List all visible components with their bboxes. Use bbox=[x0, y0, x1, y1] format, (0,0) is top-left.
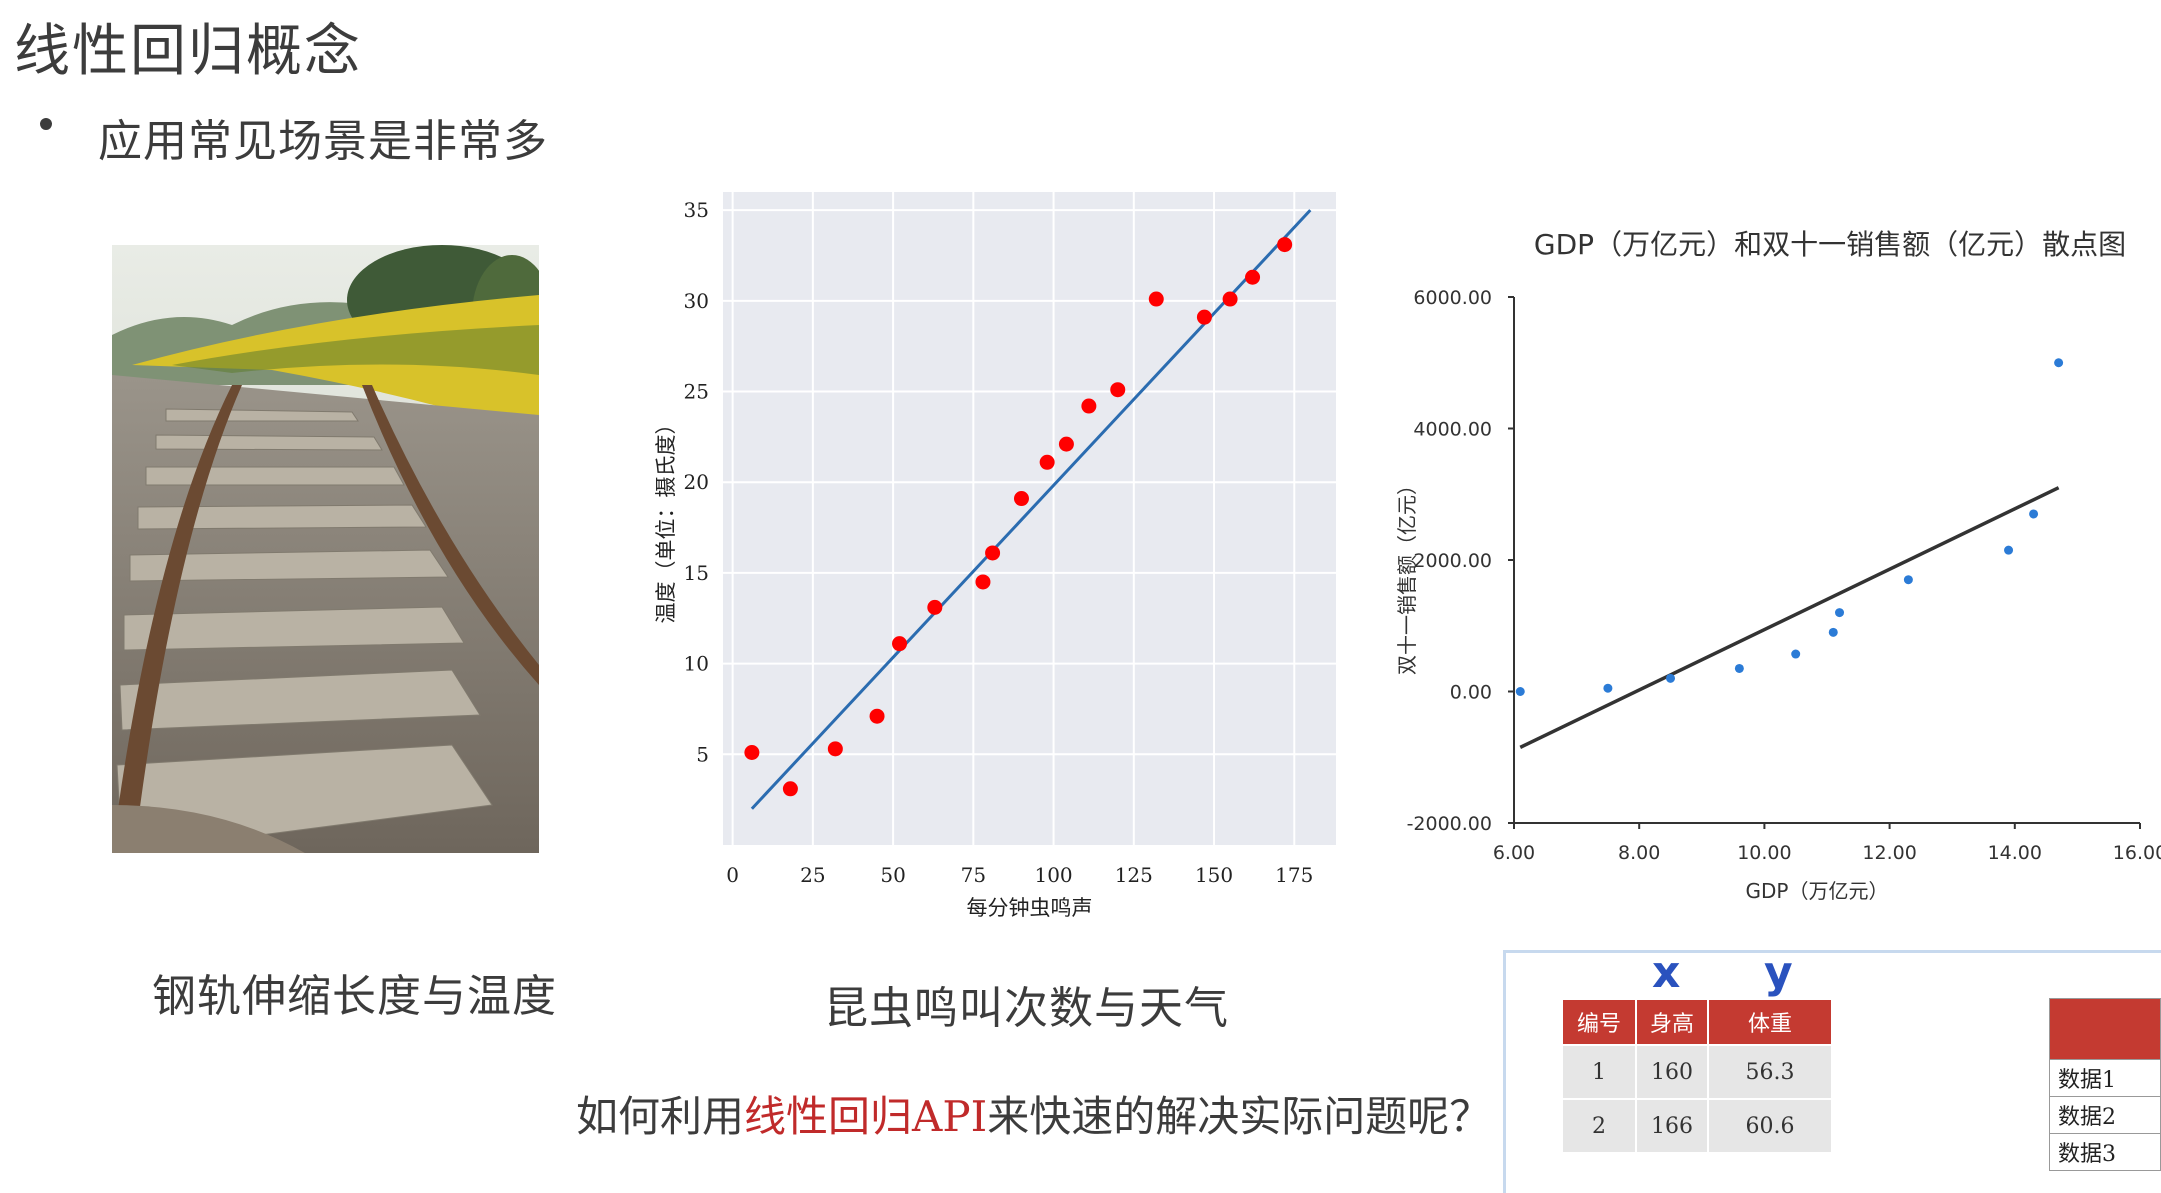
x-tick-label: 16.00 bbox=[2113, 842, 2161, 864]
cell: 1 bbox=[1562, 1045, 1636, 1099]
header-weight: 体重 bbox=[1708, 999, 1832, 1045]
x-tick-label: 175 bbox=[1275, 863, 1313, 887]
cell: 60.6 bbox=[1708, 1099, 1832, 1153]
table-panel: x y 编号 身高 体重 1 160 56.3 2 166 60.6 数据1 数… bbox=[1503, 950, 2161, 1193]
data-point bbox=[1791, 650, 1800, 659]
data-table: 编号 身高 体重 1 160 56.3 2 166 60.6 bbox=[1561, 998, 1833, 1154]
data-point bbox=[892, 636, 907, 651]
fit-line bbox=[1520, 488, 2058, 748]
data-point bbox=[1059, 437, 1074, 452]
x-axis-label: GDP（万亿元） bbox=[1746, 879, 1889, 903]
data-point bbox=[1110, 382, 1125, 397]
cell: 数据2 bbox=[2050, 1097, 2161, 1134]
data-point bbox=[2004, 546, 2013, 555]
data-point bbox=[1666, 674, 1675, 683]
data-point bbox=[1516, 687, 1525, 696]
x-tick-label: 0 bbox=[726, 863, 739, 887]
x-tick-label: 25 bbox=[800, 863, 825, 887]
y-tick-label: 25 bbox=[684, 380, 709, 404]
header-id: 编号 bbox=[1562, 999, 1636, 1045]
data-point bbox=[985, 545, 1000, 560]
x-tick-label: 8.00 bbox=[1618, 842, 1660, 864]
y-tick-label: 30 bbox=[684, 289, 709, 313]
y-tick-label: 4000.00 bbox=[1413, 419, 1492, 441]
data-point bbox=[1081, 399, 1096, 414]
data-point bbox=[1735, 664, 1744, 673]
x-label: x bbox=[1652, 947, 1680, 998]
y-label: y bbox=[1764, 947, 1793, 998]
table-row: 1 160 56.3 bbox=[1562, 1045, 1832, 1099]
data-point bbox=[2029, 509, 2038, 518]
data-point bbox=[1223, 292, 1238, 307]
table-header-row: 编号 身高 体重 bbox=[1562, 999, 1832, 1045]
data-point bbox=[975, 574, 990, 589]
y-axis-label: 温度（单位：摄氏度） bbox=[654, 414, 678, 624]
header-height: 身高 bbox=[1636, 999, 1708, 1045]
question-pre: 如何利用 bbox=[576, 1092, 744, 1141]
question-post: 来快速的解决实际问题呢？ bbox=[987, 1092, 1491, 1141]
data-point bbox=[1197, 310, 1212, 325]
data-point bbox=[1904, 575, 1913, 584]
question-text: 如何利用线性回归API来快速的解决实际问题呢？ bbox=[576, 1083, 1491, 1144]
table-row: 数据3 bbox=[2050, 1134, 2161, 1171]
x-tick-label: 12.00 bbox=[1862, 842, 1916, 864]
y-tick-label: -2000.00 bbox=[1407, 813, 1492, 835]
y-axis-label: 双十一销售额（亿元） bbox=[1395, 475, 1419, 675]
y-tick-label: 6000.00 bbox=[1413, 287, 1492, 309]
x-tick-label: 75 bbox=[961, 863, 986, 887]
y-tick-label: 35 bbox=[684, 198, 709, 222]
data-point bbox=[1603, 684, 1612, 693]
data-point bbox=[870, 709, 885, 724]
x-tick-label: 125 bbox=[1115, 863, 1153, 887]
data-point bbox=[2054, 358, 2063, 367]
y-tick-label: 2000.00 bbox=[1413, 550, 1492, 572]
data-point bbox=[744, 745, 759, 760]
data-point bbox=[1829, 628, 1838, 637]
data-point bbox=[1835, 608, 1844, 617]
cell: 数据1 bbox=[2050, 1060, 2161, 1097]
table-row: 数据2 bbox=[2050, 1097, 2161, 1134]
y-tick-label: 15 bbox=[684, 561, 709, 585]
data-point bbox=[1149, 292, 1164, 307]
data-point bbox=[783, 781, 798, 796]
x-tick-label: 100 bbox=[1034, 863, 1072, 887]
y-tick-label: 0.00 bbox=[1450, 682, 1492, 704]
cell: 160 bbox=[1636, 1045, 1708, 1099]
data-point bbox=[1245, 270, 1260, 285]
data-point bbox=[1040, 455, 1055, 470]
cell: 2 bbox=[1562, 1099, 1636, 1153]
y-tick-label: 10 bbox=[684, 652, 709, 676]
y-tick-label: 5 bbox=[696, 742, 709, 766]
x-tick-label: 50 bbox=[880, 863, 905, 887]
side-table: 数据1 数据2 数据3 bbox=[2049, 998, 2161, 1171]
x-axis-label: 每分钟虫鸣声 bbox=[967, 896, 1093, 920]
question-highlight: 线性回归API bbox=[744, 1092, 987, 1141]
plot-background bbox=[723, 192, 1336, 845]
data-point bbox=[828, 741, 843, 756]
x-tick-label: 6.00 bbox=[1493, 842, 1535, 864]
cell: 数据3 bbox=[2050, 1134, 2161, 1171]
cell: 56.3 bbox=[1708, 1045, 1832, 1099]
data-point bbox=[1014, 491, 1029, 506]
data-point bbox=[1277, 237, 1292, 252]
data-point bbox=[927, 600, 942, 615]
side-table-header bbox=[2050, 999, 2161, 1060]
caption-insect: 昆虫鸣叫次数与天气 bbox=[824, 972, 1229, 1036]
cell: 166 bbox=[1636, 1099, 1708, 1153]
chart-title: GDP（万亿元）和双十一销售额（亿元）散点图 bbox=[1534, 228, 2126, 261]
x-tick-label: 150 bbox=[1195, 863, 1233, 887]
table-row: 2 166 60.6 bbox=[1562, 1099, 1832, 1153]
table-row: 数据1 bbox=[2050, 1060, 2161, 1097]
y-tick-label: 20 bbox=[684, 470, 709, 494]
x-tick-label: 10.00 bbox=[1737, 842, 1791, 864]
x-tick-label: 14.00 bbox=[1988, 842, 2042, 864]
